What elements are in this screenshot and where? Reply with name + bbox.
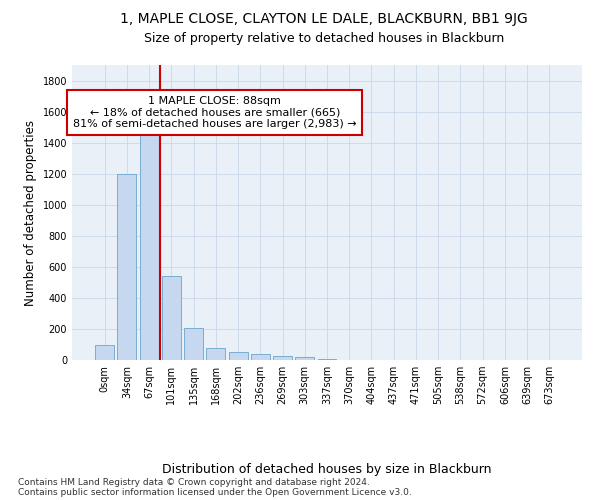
Bar	[95, 345, 114, 360]
Bar	[184, 328, 203, 360]
Bar	[140, 134, 158, 360]
Text: Size of property relative to detached houses in Blackburn: Size of property relative to detached ho…	[144, 32, 504, 45]
Bar	[295, 357, 314, 360]
Bar	[317, 359, 337, 360]
Text: 1, MAPLE CLOSE, CLAYTON LE DALE, BLACKBURN, BB1 9JG: 1, MAPLE CLOSE, CLAYTON LE DALE, BLACKBU…	[120, 12, 528, 26]
Bar	[229, 352, 248, 360]
Bar	[162, 276, 181, 360]
Bar	[251, 354, 270, 360]
Y-axis label: Number of detached properties: Number of detached properties	[24, 120, 37, 306]
Text: 1 MAPLE CLOSE: 88sqm
← 18% of detached houses are smaller (665)
81% of semi-deta: 1 MAPLE CLOSE: 88sqm ← 18% of detached h…	[73, 96, 356, 129]
X-axis label: Distribution of detached houses by size in Blackburn: Distribution of detached houses by size …	[162, 462, 492, 475]
Bar	[273, 356, 292, 360]
Bar	[206, 348, 225, 360]
Bar	[118, 174, 136, 360]
Text: Contains HM Land Registry data © Crown copyright and database right 2024.
Contai: Contains HM Land Registry data © Crown c…	[18, 478, 412, 497]
